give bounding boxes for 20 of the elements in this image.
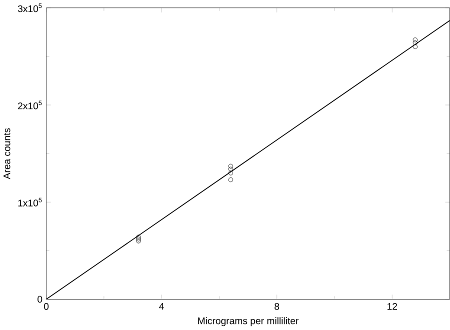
point <box>412 40 418 46</box>
point <box>412 44 418 50</box>
y-tick-label: 2x10$^{5}$ <box>18 100 42 110</box>
point <box>136 234 141 240</box>
point <box>228 170 234 176</box>
point <box>228 178 234 182</box>
y-tick-label: 1x10$^{5}$ <box>18 198 42 207</box>
y-axis-title: Area counts <box>4 128 10 180</box>
point <box>136 236 141 242</box>
x-tick-label: 8 <box>274 303 280 310</box>
x-tick-label: 12 <box>388 303 397 310</box>
x-axis-title: Micrograms per milliliter <box>198 317 299 326</box>
x-tick-label: 0 <box>44 303 49 310</box>
point <box>228 164 234 169</box>
point <box>228 166 234 172</box>
y-tick-label: 3x10$^{5}$ <box>18 4 42 12</box>
x-tick-label: 4 <box>159 303 164 310</box>
y-tick-label: 0 <box>38 296 42 303</box>
point <box>136 238 141 244</box>
point <box>412 38 418 42</box>
